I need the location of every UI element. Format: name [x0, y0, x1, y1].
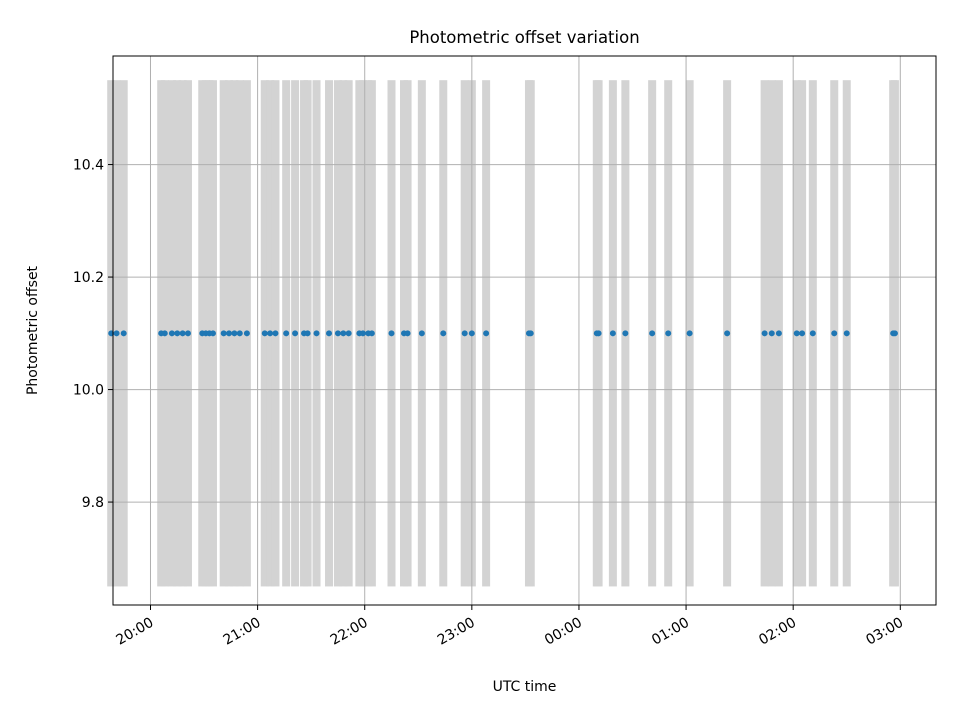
y-axis-ticks: 9.8 10.0 10.2 10.4: [73, 158, 113, 511]
data-point: [168, 330, 175, 337]
data-point: [483, 330, 490, 337]
data-point: [761, 330, 768, 337]
data-point: [461, 330, 468, 337]
data-point: [595, 330, 602, 337]
data-point: [843, 330, 850, 337]
y-tick-label: 10.4: [73, 158, 104, 174]
y-tick-label: 10.0: [73, 383, 104, 399]
data-point: [267, 330, 274, 337]
data-point: [768, 330, 775, 337]
data-point: [179, 330, 186, 337]
data-point: [831, 330, 838, 337]
data-point: [809, 330, 816, 337]
data-point: [292, 330, 299, 337]
data-point: [609, 330, 616, 337]
data-points: [108, 330, 898, 337]
data-point: [799, 330, 806, 337]
chart-title: Photometric offset variation: [409, 28, 639, 47]
data-point: [527, 330, 534, 337]
y-axis-label: Photometric offset: [25, 265, 41, 395]
data-point: [272, 330, 279, 337]
data-point: [243, 330, 250, 337]
data-point: [724, 330, 731, 337]
data-point: [891, 330, 898, 337]
x-axis-label: UTC time: [493, 679, 557, 695]
data-point: [236, 330, 243, 337]
data-point: [368, 330, 375, 337]
data-point: [686, 330, 693, 337]
data-point: [649, 330, 656, 337]
data-point: [174, 330, 181, 337]
data-point: [283, 330, 290, 337]
data-point: [326, 330, 333, 337]
data-point: [418, 330, 425, 337]
data-point: [468, 330, 475, 337]
data-point: [775, 330, 782, 337]
data-point: [304, 330, 311, 337]
data-point: [184, 330, 191, 337]
data-point: [622, 330, 629, 337]
data-point: [345, 330, 352, 337]
data-point: [226, 330, 233, 337]
data-point: [231, 330, 238, 337]
y-tick-label: 10.2: [73, 270, 104, 286]
y-tick-label: 9.8: [82, 495, 104, 511]
data-point: [209, 330, 216, 337]
data-point: [313, 330, 320, 337]
data-point: [334, 330, 341, 337]
data-point: [120, 330, 127, 337]
data-point: [665, 330, 672, 337]
data-point: [440, 330, 447, 337]
data-point: [220, 330, 227, 337]
data-point: [113, 330, 120, 337]
data-point: [161, 330, 168, 337]
plot-frame: [112, 55, 937, 606]
data-point: [359, 330, 366, 337]
grid-lines: [113, 56, 936, 605]
data-point: [340, 330, 347, 337]
data-point: [404, 330, 411, 337]
data-point: [261, 330, 268, 337]
data-point: [388, 330, 395, 337]
data-point: [793, 330, 800, 337]
